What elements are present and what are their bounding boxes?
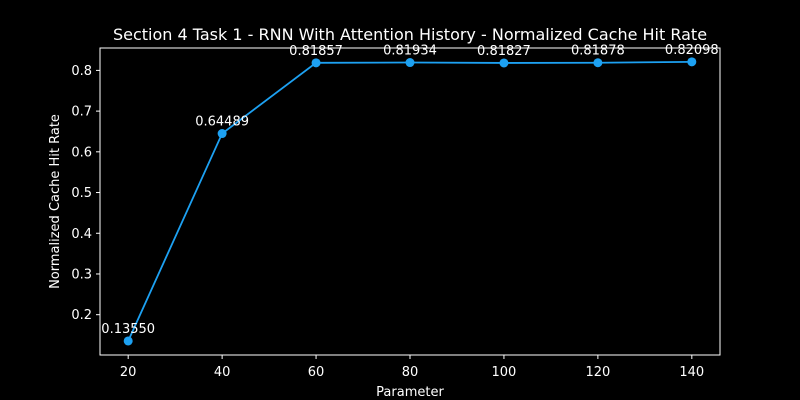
data-point xyxy=(311,58,321,68)
x-axis-label: Parameter xyxy=(376,385,444,400)
x-tick-label: 20 xyxy=(120,365,137,380)
x-tick-label: 120 xyxy=(585,365,610,380)
data-point xyxy=(405,58,415,68)
data-label: 0.82098 xyxy=(665,43,719,58)
data-point xyxy=(687,57,697,67)
data-point xyxy=(217,129,227,139)
x-tick-label: 40 xyxy=(214,365,231,380)
x-axis: 20 40 60 80 100 120 140 xyxy=(120,355,704,380)
data-label: 0.81878 xyxy=(571,44,625,59)
series-layer: 0.13550 0.64489 0.81857 0.81934 0.81827 0.818… xyxy=(101,43,719,346)
y-tick-label: 0.7 xyxy=(71,105,92,120)
chart-title: Section 4 Task 1 - RNN With Attention Hi… xyxy=(113,25,707,44)
data-point xyxy=(123,336,133,346)
data-label: 0.81934 xyxy=(383,44,437,59)
y-axis-label: Normalized Cache Hit Rate xyxy=(48,114,63,289)
plot-area xyxy=(99,47,721,356)
y-tick-label: 0.2 xyxy=(71,308,92,323)
y-axis: 0.2 0.3 0.4 0.5 0.6 0.7 0.8 xyxy=(71,64,100,323)
data-label: 0.81827 xyxy=(477,44,531,59)
y-tick-label: 0.4 xyxy=(71,227,92,242)
data-label: 0.81857 xyxy=(289,44,343,59)
data-label: 0.64489 xyxy=(195,115,249,130)
y-tick-label: 0.5 xyxy=(71,186,92,201)
y-tick-label: 0.3 xyxy=(71,267,92,282)
y-tick-label: 0.6 xyxy=(71,145,92,160)
x-tick-label: 140 xyxy=(679,365,704,380)
y-tick-label: 0.8 xyxy=(71,64,92,79)
data-label: 0.13550 xyxy=(101,322,155,337)
x-tick-label: 80 xyxy=(402,365,419,380)
x-tick-label: 100 xyxy=(492,365,517,380)
x-tick-label: 60 xyxy=(308,365,325,380)
data-point xyxy=(499,58,509,68)
data-point xyxy=(593,58,603,68)
series-line xyxy=(127,60,692,342)
